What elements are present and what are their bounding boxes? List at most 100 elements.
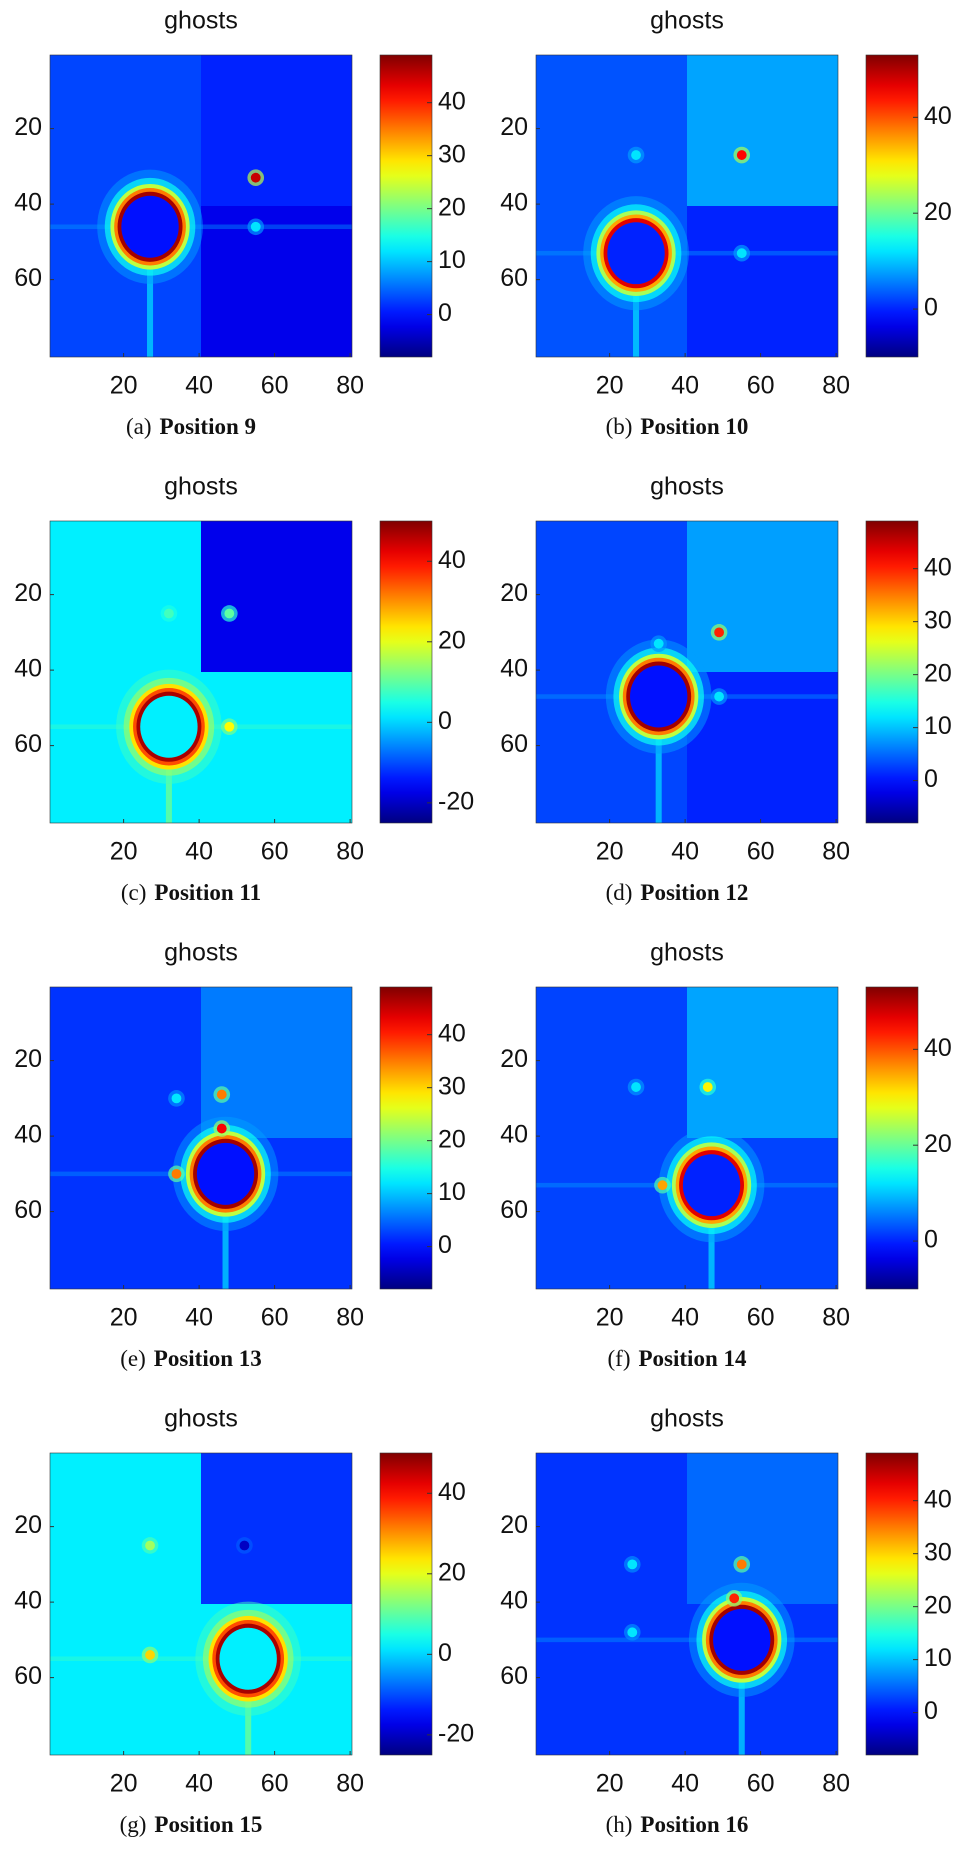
colorbar-tick-label: 20 bbox=[924, 659, 952, 687]
colorbar-tick-label: 40 bbox=[924, 102, 952, 130]
y-tick-label: 40 bbox=[500, 1587, 528, 1615]
heatmap-quadrant bbox=[687, 206, 838, 357]
heatmap-image bbox=[536, 987, 838, 1289]
heatmap-spot bbox=[713, 1608, 771, 1671]
x-tick-label: 40 bbox=[671, 372, 699, 400]
colorbar bbox=[865, 520, 919, 824]
x-tick-label: 60 bbox=[261, 372, 289, 400]
x-tick-label: 20 bbox=[596, 372, 624, 400]
colorbar-tick-label: 20 bbox=[924, 1130, 952, 1158]
heatmap-ghost bbox=[250, 221, 261, 232]
heatmap-quadrant bbox=[536, 987, 687, 1138]
y-tick-label: 60 bbox=[14, 264, 42, 292]
caption-text: Position 11 bbox=[154, 880, 261, 905]
x-tick-label: 80 bbox=[336, 1304, 364, 1332]
colorbar-tick-label: 40 bbox=[924, 1485, 952, 1513]
y-tick-label: 20 bbox=[500, 1511, 528, 1539]
x-tick-label: 80 bbox=[822, 838, 850, 866]
colorbar-tick-label: 40 bbox=[438, 1019, 466, 1047]
y-tick-label: 40 bbox=[500, 1121, 528, 1149]
y-tick-label: 40 bbox=[14, 1587, 42, 1615]
caption: (f) Position 14 bbox=[608, 1346, 747, 1371]
x-tick-label: 40 bbox=[671, 1770, 699, 1798]
y-tick-label: 60 bbox=[500, 730, 528, 758]
x-tick-label: 60 bbox=[747, 1304, 775, 1332]
x-tick-label: 80 bbox=[336, 1770, 364, 1798]
heatmap-ghost bbox=[631, 1082, 641, 1092]
heatmap-ghost bbox=[627, 1559, 638, 1570]
heatmap-quadrant bbox=[201, 1453, 352, 1604]
x-tick-label: 60 bbox=[261, 838, 289, 866]
heatmap-ghost bbox=[224, 721, 235, 732]
plot-frame bbox=[49, 986, 353, 1290]
x-tick-label: 20 bbox=[110, 1304, 138, 1332]
colorbar-tick-label: 10 bbox=[924, 712, 952, 740]
heatmap-image bbox=[536, 521, 838, 823]
heatmap-image bbox=[50, 521, 352, 823]
heatmap-streak bbox=[147, 226, 154, 357]
x-tick-label: 40 bbox=[185, 838, 213, 866]
x-tick-label: 20 bbox=[110, 372, 138, 400]
heatmap-spot bbox=[219, 1627, 277, 1690]
y-tick-label: 40 bbox=[500, 655, 528, 683]
heatmap-quadrant bbox=[50, 987, 201, 1138]
heatmap-quadrant bbox=[50, 521, 201, 672]
plot-frame bbox=[535, 1452, 839, 1756]
heatmap-ghost bbox=[216, 1089, 227, 1100]
heatmap-quadrant bbox=[201, 672, 352, 823]
caption-text: Position 15 bbox=[154, 1812, 262, 1837]
heatmap-quadrant bbox=[687, 987, 838, 1138]
y-tick-label: 20 bbox=[500, 1045, 528, 1073]
heatmap-ghost bbox=[714, 691, 724, 702]
colorbar-tick-label: 10 bbox=[438, 1178, 466, 1206]
plot-frame bbox=[535, 986, 839, 1290]
heatmap-quadrant bbox=[536, 1604, 687, 1755]
heatmap-image bbox=[50, 987, 352, 1289]
panel: ghosts 20 40 60 80 20 40 60 0 10 20 30 40 (h) Position… bbox=[500, 1405, 952, 1838]
colorbar bbox=[379, 520, 433, 824]
colorbar-tick-label: 30 bbox=[924, 1538, 952, 1566]
y-tick-label: 40 bbox=[500, 189, 528, 217]
heatmap-quadrant bbox=[536, 1453, 687, 1604]
heatmap-ghost bbox=[145, 1540, 155, 1551]
x-tick-label: 80 bbox=[336, 838, 364, 866]
x-tick-label: 20 bbox=[596, 838, 624, 866]
colorbar-tick-label: 40 bbox=[438, 1478, 466, 1506]
y-tick-label: 20 bbox=[14, 1045, 42, 1073]
plot-frame bbox=[535, 54, 839, 358]
colorbar bbox=[865, 54, 919, 358]
colorbar-tick-label: 20 bbox=[438, 626, 466, 654]
x-tick-label: 60 bbox=[747, 1770, 775, 1798]
x-tick-label: 20 bbox=[596, 1304, 624, 1332]
x-tick-label: 20 bbox=[110, 1770, 138, 1798]
colorbar-tick-label: 0 bbox=[438, 1231, 452, 1259]
caption-label: (b) bbox=[606, 414, 633, 439]
colorbar-tick-label: 0 bbox=[438, 1639, 452, 1667]
heatmap-image bbox=[50, 55, 352, 357]
plot-frame bbox=[49, 1452, 353, 1756]
caption-label: (d) bbox=[606, 880, 633, 905]
y-tick-label: 40 bbox=[14, 655, 42, 683]
heatmap-ghost bbox=[657, 1180, 668, 1191]
heatmap-ghost bbox=[216, 1123, 227, 1134]
y-tick-label: 60 bbox=[14, 730, 42, 758]
y-tick-label: 60 bbox=[500, 1662, 528, 1690]
heatmap-quadrant bbox=[687, 521, 838, 672]
heatmap-ghost bbox=[736, 150, 747, 160]
colorbar bbox=[865, 1452, 919, 1756]
colorbar bbox=[379, 986, 433, 1290]
panel: ghosts 20 40 60 80 20 40 60 0 10 20 30 40 (e) Position… bbox=[14, 939, 466, 1372]
y-tick-label: 60 bbox=[500, 1196, 528, 1224]
caption: (a) Position 9 bbox=[126, 414, 256, 439]
x-tick-label: 40 bbox=[185, 372, 213, 400]
heatmap-ghost bbox=[702, 1082, 713, 1092]
panel-title: ghosts bbox=[650, 1405, 724, 1433]
colorbar-tick-label: 20 bbox=[438, 1558, 466, 1586]
heatmap-streak bbox=[222, 1173, 229, 1289]
caption: (g) Position 15 bbox=[120, 1812, 263, 1837]
y-tick-label: 20 bbox=[14, 579, 42, 607]
colorbar-tick-label: 30 bbox=[438, 1072, 466, 1100]
caption-label: (g) bbox=[120, 1812, 147, 1837]
heatmap-ghost bbox=[736, 248, 747, 259]
colorbar-tick-label: 10 bbox=[924, 1644, 952, 1672]
